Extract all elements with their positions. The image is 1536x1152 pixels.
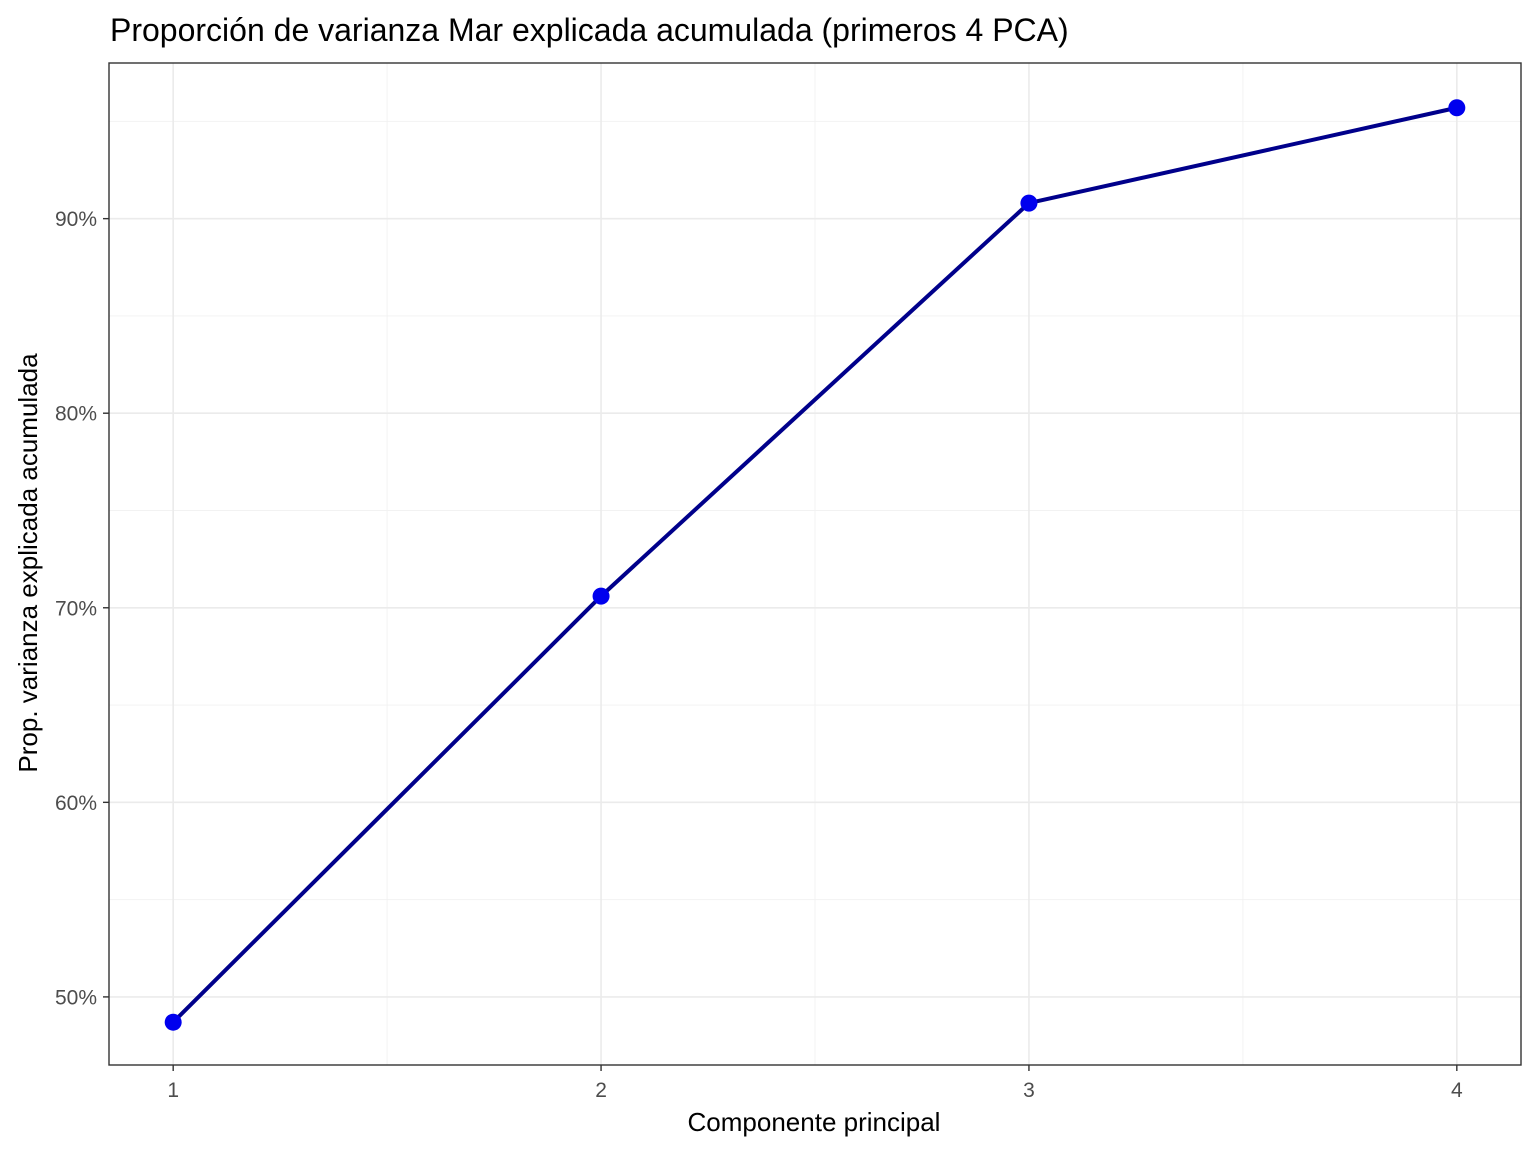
x-tick-label: 3 bbox=[1023, 1079, 1035, 1102]
y-tick-label: 70% bbox=[55, 597, 97, 620]
data-point bbox=[1448, 99, 1466, 117]
chart-title: Proporción de varianza Mar explicada acu… bbox=[110, 12, 1069, 48]
major-gridlines bbox=[109, 63, 1521, 1065]
panel-border bbox=[108, 62, 1522, 1066]
x-axis-ticks: 1 2 3 4 bbox=[167, 1065, 1463, 1102]
series-lines bbox=[171, 105, 1459, 1025]
y-axis-title: Prop. varianza explicada acumulada bbox=[13, 353, 43, 773]
data-point bbox=[1020, 194, 1038, 212]
series-points bbox=[164, 99, 1466, 1031]
y-tick-label: 50% bbox=[55, 986, 97, 1009]
x-tick-label: 1 bbox=[167, 1079, 179, 1102]
y-tick-label: 90% bbox=[55, 208, 97, 231]
data-point bbox=[592, 587, 610, 605]
data-point bbox=[164, 1013, 182, 1031]
x-tick-label: 4 bbox=[1451, 1079, 1463, 1102]
y-axis-ticks: 50% 60% 70% 80% 90% bbox=[55, 208, 109, 1009]
x-axis-title: Componente principal bbox=[688, 1107, 941, 1137]
y-tick-label: 60% bbox=[55, 792, 97, 815]
x-tick-label: 2 bbox=[595, 1079, 607, 1102]
y-tick-label: 80% bbox=[55, 403, 97, 426]
series-line bbox=[171, 105, 1459, 1025]
minor-gridlines bbox=[109, 63, 1521, 1065]
